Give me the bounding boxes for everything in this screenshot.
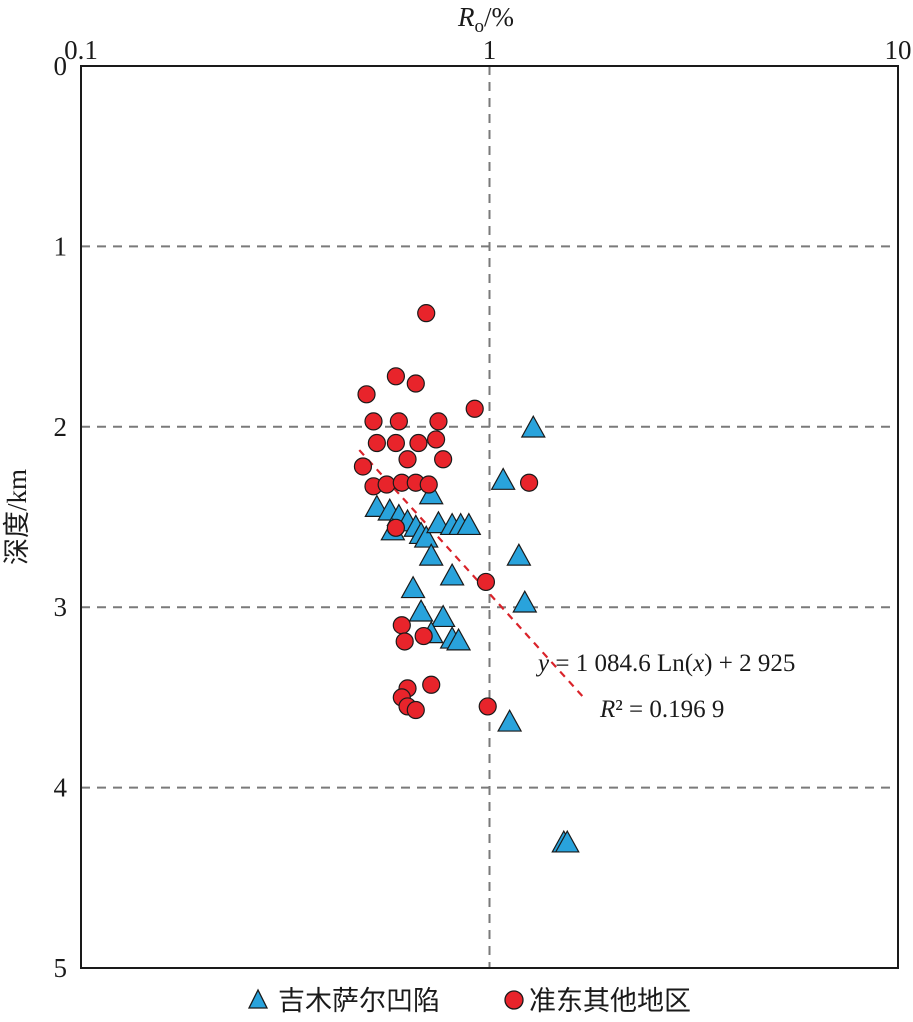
data-point-circle [386, 433, 405, 453]
data-point-circle [476, 572, 496, 592]
legend-item-zhundong: 准东其他地区 [504, 986, 691, 1016]
legend-label: 准东其他地区 [529, 986, 691, 1016]
data-point-circle [353, 457, 373, 476]
trendline-equation: y = 1 084.6 Ln(x) + 2 925 [535, 650, 795, 677]
data-point-triangle [400, 575, 426, 599]
data-point-triangle [418, 481, 444, 505]
data-point-circle [422, 675, 441, 694]
data-point-triangle [506, 543, 532, 566]
data-point-circle [465, 399, 484, 418]
data-point-circle [389, 412, 408, 431]
legend: 吉木萨尔凹陷 准东其他地区 [247, 986, 691, 1016]
trendline-r-squared: R² = 0.196 9 [599, 696, 724, 723]
data-point-circle [409, 433, 428, 453]
data-point-triangle [413, 525, 439, 548]
axis-ticks: 0 1 2 3 4 5 0.1 1 10 [54, 35, 912, 983]
legend-item-jimusaer: 吉木萨尔凹陷 [247, 986, 440, 1016]
data-point-circle [406, 700, 425, 720]
data-point-triangle [497, 709, 523, 732]
x-tick-label: 10 [885, 35, 912, 65]
x-tick-label: 0.1 [64, 35, 98, 65]
data-point-circle [386, 518, 405, 537]
y-tick-label: 0 [54, 51, 68, 81]
legend-circle-marker [504, 990, 524, 1010]
data-point-circle [519, 473, 539, 492]
data-point-triangle [554, 829, 580, 853]
data-point-circle [414, 626, 433, 646]
data-point-circle [398, 450, 417, 469]
data-point-triangle [512, 589, 538, 613]
data-point-circle [386, 367, 405, 386]
y-tick-label: 4 [54, 773, 68, 803]
data-point-circle [417, 304, 436, 323]
data-point-circle [357, 385, 376, 404]
data-point-triangle [446, 627, 472, 651]
data-point-triangle [520, 414, 546, 438]
y-axis-title: 深度/km [2, 469, 32, 565]
data-point-triangle [456, 512, 482, 536]
plot-frame [80, 65, 899, 969]
data-point-circle [395, 632, 414, 651]
data-point-triangle [430, 604, 456, 628]
data-point-circle [478, 697, 497, 716]
data-point-circle [434, 450, 453, 469]
grid [81, 66, 898, 968]
trendline [358, 449, 585, 699]
y-tick-label: 2 [54, 412, 68, 442]
data-points [353, 304, 580, 853]
legend-triangle-marker [247, 988, 269, 1009]
data-point-circle [367, 433, 386, 453]
x-axis-title: Ro/% [457, 2, 514, 37]
x-tick-label: 1 [483, 35, 497, 65]
y-tick-label: 1 [54, 231, 68, 261]
y-tick-label: 5 [54, 953, 68, 983]
data-point-triangle [439, 562, 465, 586]
data-point-triangle [408, 598, 434, 622]
data-point-circle [364, 412, 383, 431]
data-point-triangle [490, 467, 516, 490]
data-point-circle [377, 475, 396, 494]
data-point-triangle [418, 543, 444, 566]
data-point-circle [429, 412, 448, 431]
data-point-circle [392, 616, 411, 635]
legend-label: 吉木萨尔凹陷 [278, 986, 440, 1016]
data-point-circle [406, 374, 425, 393]
data-point-circle [419, 475, 438, 494]
y-tick-label: 3 [54, 592, 68, 622]
data-point-circle [426, 430, 446, 449]
